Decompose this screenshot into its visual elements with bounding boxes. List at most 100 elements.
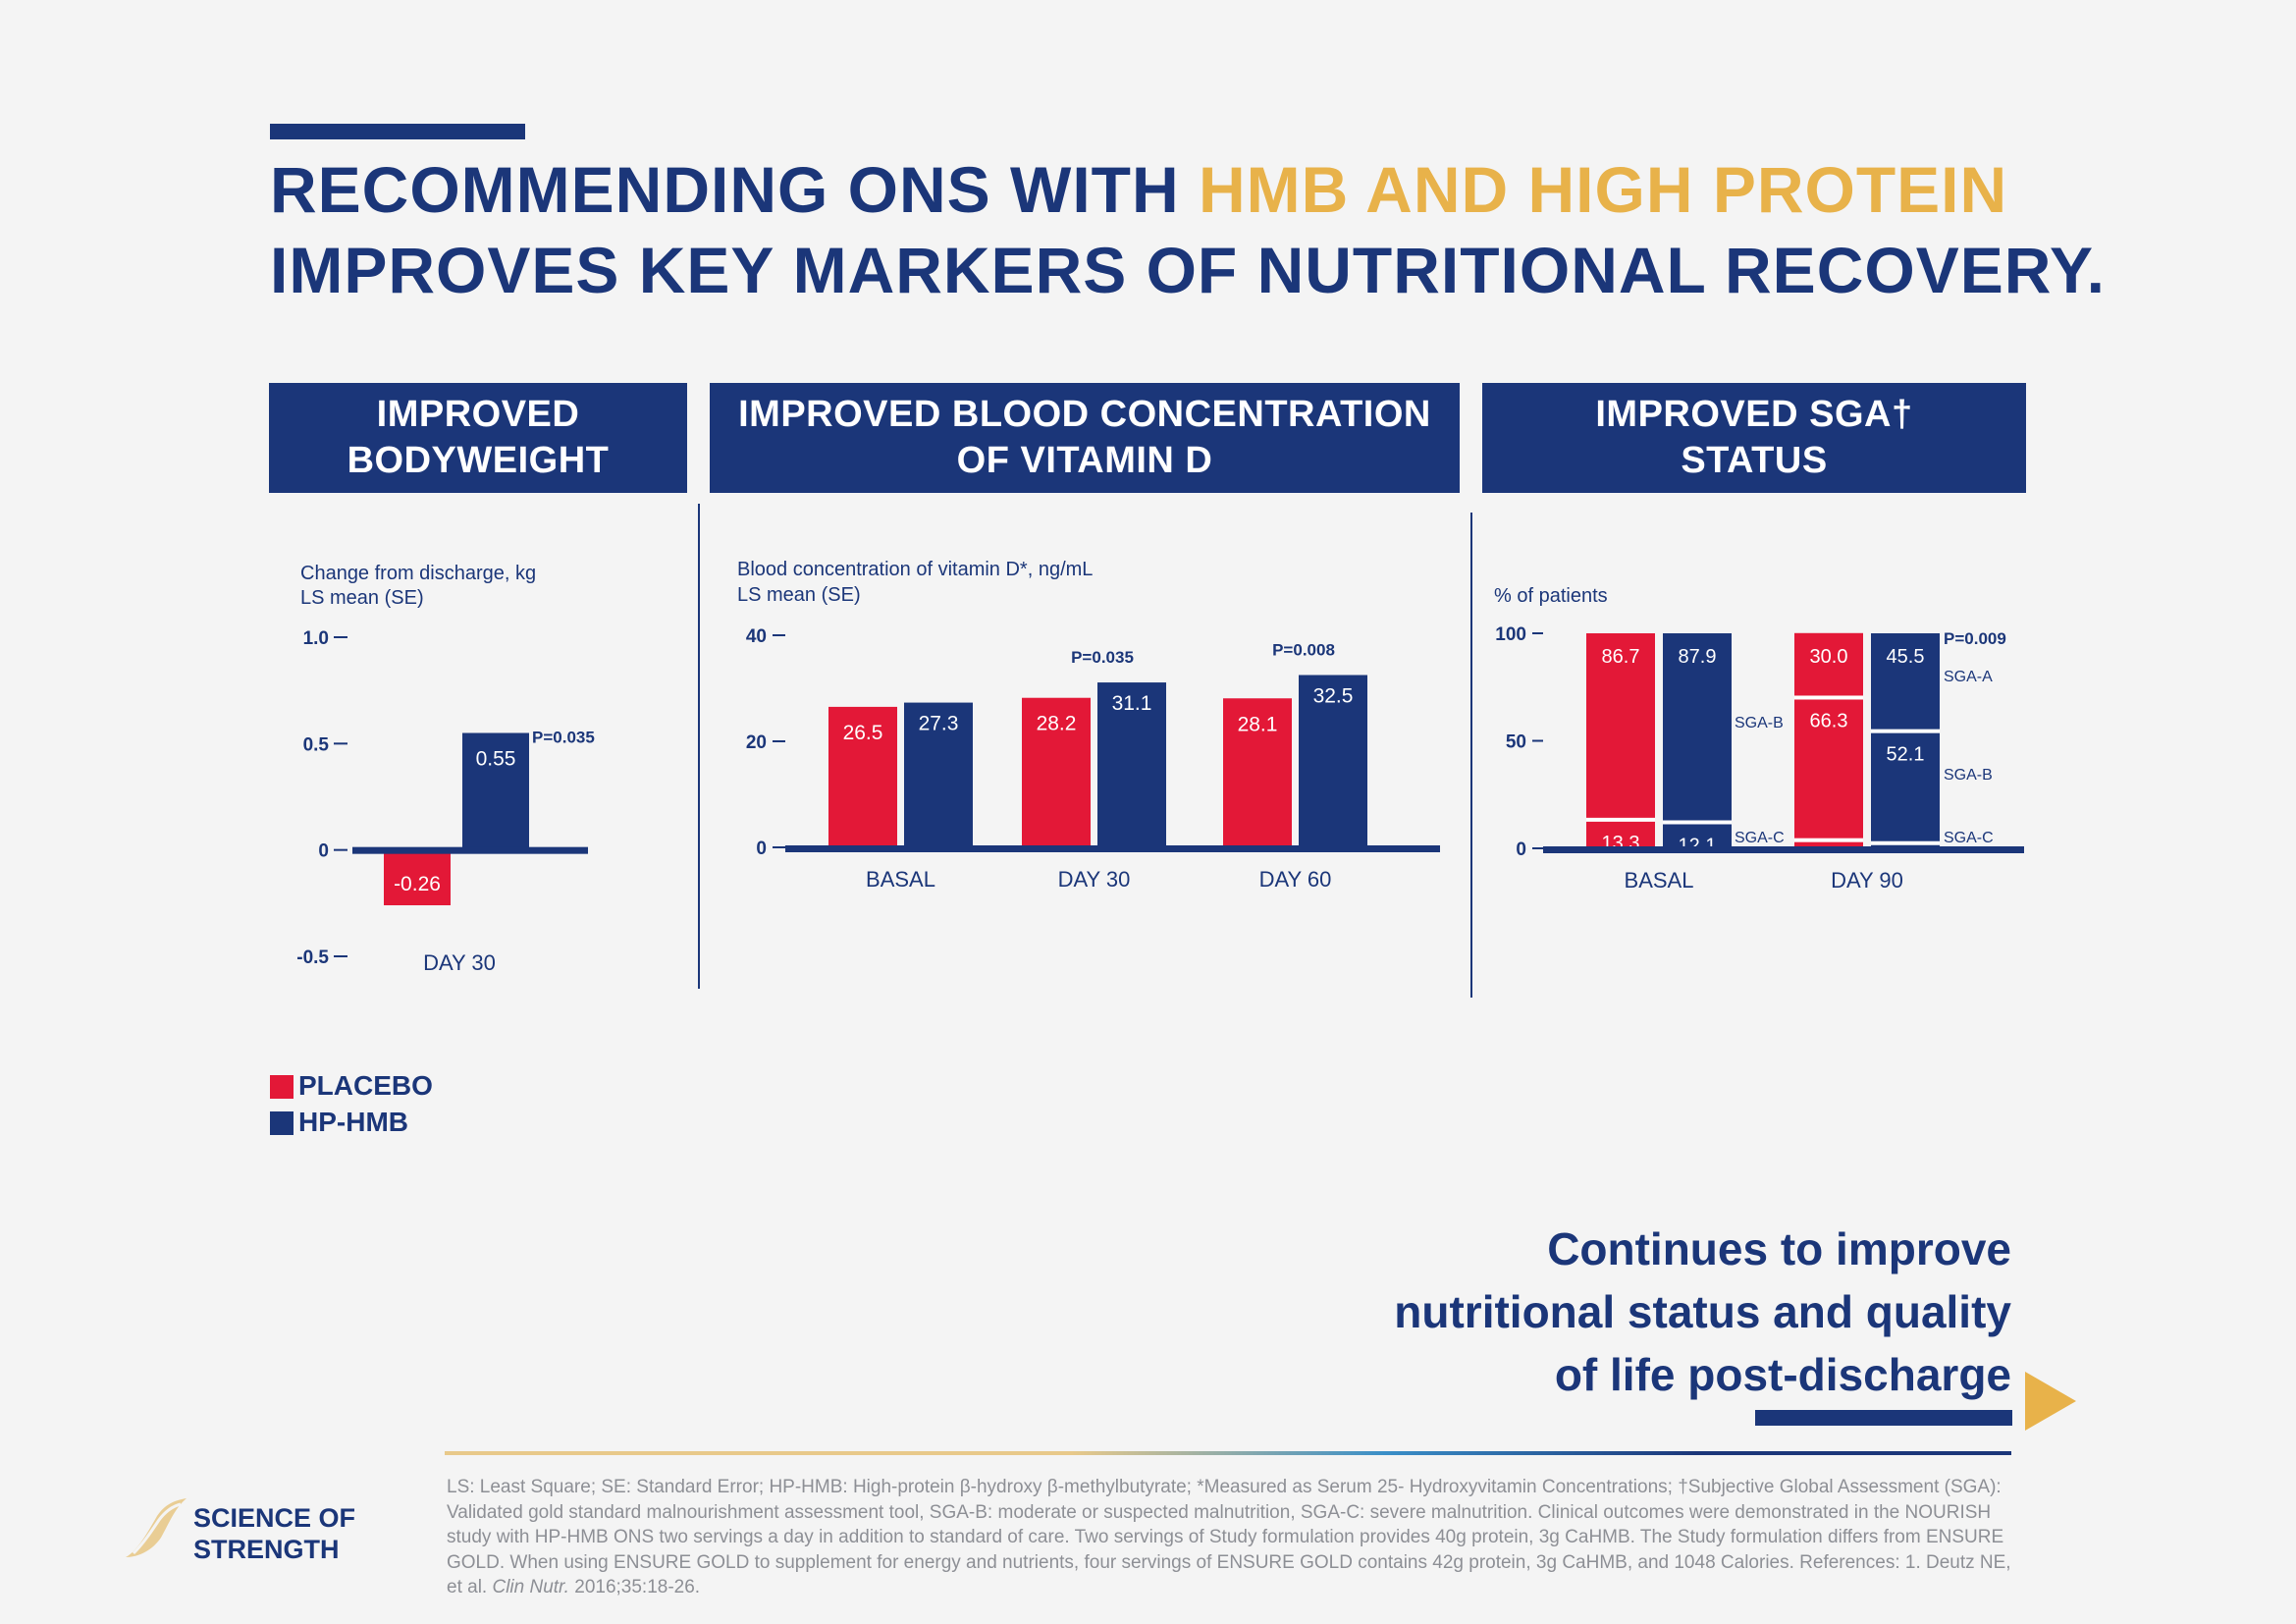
y-tick-label: -0.5 <box>296 947 329 968</box>
legend-label-placebo: PLACEBO <box>298 1070 433 1101</box>
claim-text: Continues to improve nutritional status … <box>1128 1218 2011 1406</box>
claim-line: Continues to improve <box>1547 1223 2011 1274</box>
headline-highlight: HMB AND HIGH PROTEIN <box>1198 153 2008 226</box>
data-label: 66.3 <box>1810 710 1848 731</box>
y-axis-label: LS mean (SE) <box>737 584 861 606</box>
x-tick-label: BASAL <box>866 867 935 892</box>
data-label: 28.1 <box>1238 713 1278 735</box>
data-label: 86.7 <box>1602 646 1640 668</box>
page-title: RECOMMENDING ONS WITH HMB AND HIGH PROTE… <box>270 149 2135 310</box>
footnote-end: 2016;35:18-26. <box>568 1577 701 1597</box>
data-label: 30.0 <box>1810 646 1848 668</box>
p-value-annotation: P=0.009 <box>1944 629 2006 648</box>
footer-gradient-rule <box>445 1451 2011 1455</box>
panel-title-line: IMPROVED <box>376 394 580 435</box>
p-value-annotation: P=0.035 <box>532 729 595 747</box>
x-tick-label: DAY 30 <box>1058 867 1131 892</box>
bar-hp-hmb <box>462 732 529 850</box>
claim-line: nutritional status and quality <box>1394 1286 2011 1337</box>
brand-logo-icon <box>126 1498 187 1557</box>
vitamin-d-chart: Blood concentration of vitamin D*, ng/mL… <box>737 559 1440 892</box>
headline-line-2: IMPROVES KEY MARKERS OF NUTRITIONAL RECO… <box>270 234 2106 306</box>
panel-title-line: IMPROVED SGA† <box>1595 394 1913 435</box>
data-label: 32.5 <box>1313 685 1354 708</box>
y-axis-label: % of patients <box>1494 585 1608 607</box>
p-value-annotation: P=0.035 <box>1071 648 1134 667</box>
segment-tag: SGA-C <box>1735 830 1785 846</box>
y-tick-label: 0 <box>318 841 329 862</box>
y-axis-label: LS mean (SE) <box>300 587 424 609</box>
bar-segment-hp-hmb <box>1871 842 1940 848</box>
x-baseline <box>352 846 588 854</box>
bar-segment-hp-hmb <box>1663 822 1732 848</box>
brand-line: SCIENCE OF <box>193 1503 356 1533</box>
header-accent-rule <box>270 124 525 139</box>
panel-header-vitamin-d: IMPROVED BLOOD CONCENTRATION OF VITAMIN D <box>710 383 1460 493</box>
legend-label-hp-hmb: HP-HMB <box>298 1107 408 1137</box>
bar-placebo <box>1022 697 1091 847</box>
brand-line: STRENGTH <box>193 1535 340 1564</box>
segment-tag: SGA-B <box>1944 767 1993 784</box>
data-label: -0.26 <box>394 873 441 895</box>
x-baseline <box>785 845 1440 852</box>
footnote-journal: Clin Nutr. <box>492 1577 569 1597</box>
bodyweight-chart: Change from discharge, kg LS mean (SE) 1.0… <box>296 563 595 975</box>
x-tick-label: BASAL <box>1625 868 1694 893</box>
brand-wordmark: SCIENCE OF STRENGTH <box>193 1502 355 1565</box>
segment-separator <box>1794 695 1863 700</box>
panel-title-line: STATUS <box>1681 440 1828 481</box>
data-label: 28.2 <box>1037 713 1077 735</box>
headline-part-1: RECOMMENDING ONS WITH <box>270 153 1199 226</box>
data-label: 0.55 <box>476 748 516 771</box>
bar-placebo <box>384 849 451 905</box>
x-tick-label: DAY 60 <box>1259 867 1332 892</box>
bar-segment-hp-hmb <box>1871 731 1940 843</box>
data-label: 52.1 <box>1887 744 1925 766</box>
data-label: 26.5 <box>843 722 883 744</box>
data-label: 45.5 <box>1887 646 1925 668</box>
sga-chart: % of patients10050013.386.73.866.330.012… <box>1494 585 2024 893</box>
bar-hp-hmb <box>1299 675 1367 847</box>
y-tick-label: 0.5 <box>303 734 330 755</box>
y-tick-label: 100 <box>1495 624 1526 645</box>
legend-swatch-placebo <box>270 1075 294 1099</box>
y-axis-label: Change from discharge, kg <box>300 563 536 584</box>
bar-placebo <box>828 706 897 847</box>
p-value-annotation: P=0.008 <box>1272 641 1335 660</box>
bar-segment-hp-hmb <box>1871 633 1940 731</box>
data-label: 27.3 <box>919 713 959 735</box>
y-tick-label: 0 <box>1516 839 1526 860</box>
data-label: 31.1 <box>1112 692 1152 715</box>
bar-hp-hmb <box>904 702 973 847</box>
segment-separator <box>1871 840 1940 845</box>
segment-separator <box>1663 820 1732 825</box>
bar-hp-hmb <box>1097 682 1166 847</box>
bar-segment-placebo <box>1586 633 1655 820</box>
bar-segment-placebo <box>1794 632 1863 698</box>
data-label: 87.9 <box>1679 646 1717 668</box>
data-label: 12.1 <box>1679 836 1717 857</box>
segment-tag: SGA-A <box>1944 669 1993 685</box>
legend-swatch-hp-hmb <box>270 1111 294 1135</box>
bar-segment-placebo <box>1586 819 1655 848</box>
segment-tag: SGA-B <box>1735 715 1784 731</box>
panel-title-line: OF VITAMIN D <box>956 440 1213 481</box>
y-tick-label: 20 <box>746 732 767 753</box>
segment-tag: SGA-C <box>1944 830 1994 846</box>
claim-line: of life post-discharge <box>1554 1349 2011 1400</box>
arrow-right-icon <box>2025 1372 2076 1431</box>
segment-separator <box>1794 838 1863 842</box>
panel-title-line: IMPROVED BLOOD CONCENTRATION <box>738 394 1431 435</box>
panel-title-line: BODYWEIGHT <box>347 440 610 481</box>
y-tick-label: 0 <box>756 839 767 859</box>
panel-header-bodyweight: IMPROVED BODYWEIGHT <box>269 383 687 493</box>
segment-separator <box>1586 817 1655 822</box>
panel-divider <box>1470 513 1472 998</box>
bar-segment-placebo <box>1794 697 1863 840</box>
x-tick-label: DAY 30 <box>423 950 496 975</box>
claim-underline <box>1755 1410 2012 1426</box>
panel-header-sga: IMPROVED SGA† STATUS <box>1482 383 2026 493</box>
footnote-text: LS: Least Square; SE: Standard Error; HP… <box>447 1477 2011 1597</box>
footnote: LS: Least Square; SE: Standard Error; HP… <box>447 1475 2017 1600</box>
